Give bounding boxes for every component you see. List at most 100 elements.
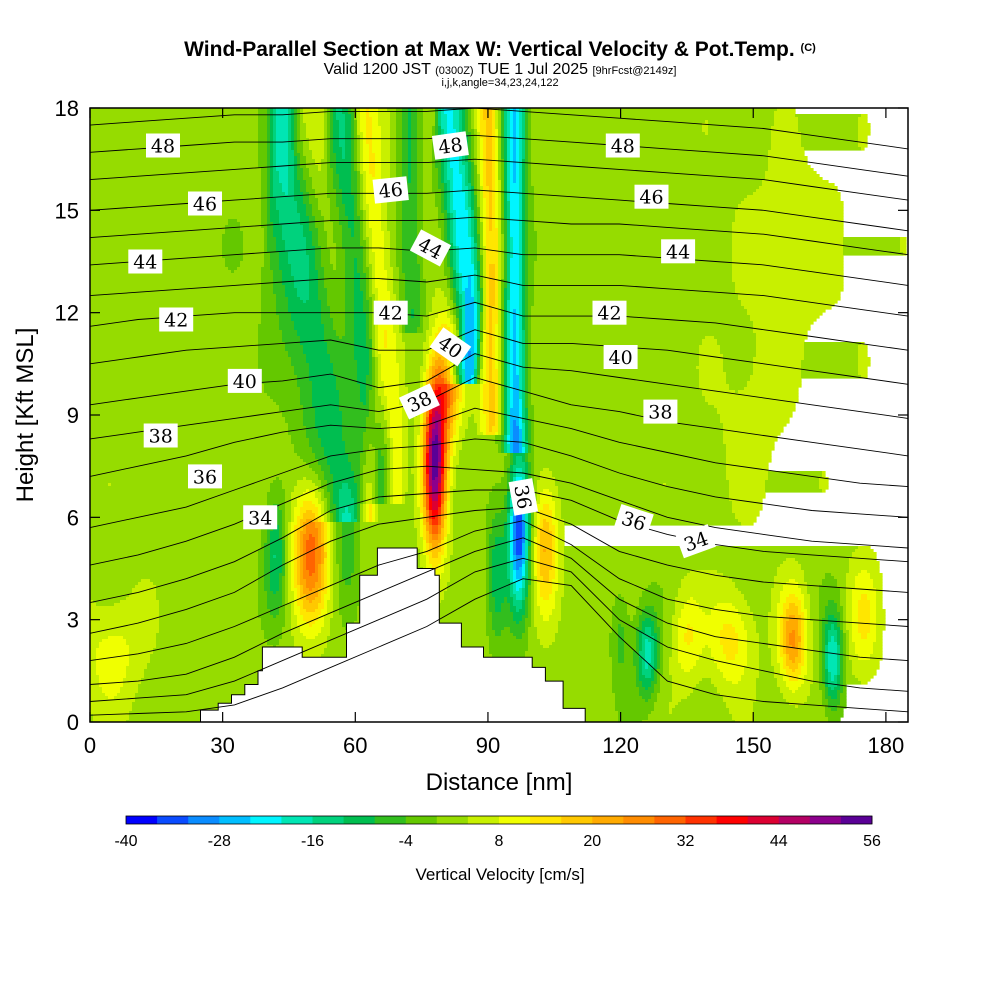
velocity-cell	[267, 120, 271, 124]
velocity-cell	[441, 231, 445, 235]
velocity-cell	[495, 294, 499, 298]
velocity-cell	[267, 222, 274, 226]
velocity-cell	[294, 369, 310, 373]
velocity-cell	[507, 234, 511, 238]
velocity-cell	[261, 279, 274, 283]
velocity-cell	[528, 306, 532, 310]
velocity-cell	[348, 111, 355, 115]
velocity-cell	[438, 387, 442, 391]
velocity-cell	[528, 183, 532, 187]
velocity-cell	[444, 363, 448, 367]
velocity-cell	[501, 243, 505, 247]
velocity-cell	[309, 228, 319, 232]
velocity-cell	[444, 228, 448, 232]
velocity-cell	[519, 252, 523, 256]
velocity-cell	[495, 153, 499, 157]
velocity-cell	[528, 126, 532, 130]
velocity-cell	[507, 192, 511, 196]
velocity-cell	[438, 114, 442, 118]
velocity-cell	[753, 357, 805, 361]
velocity-cell	[402, 231, 418, 235]
velocity-cell	[288, 354, 307, 358]
velocity-cell	[462, 273, 475, 277]
velocity-cell	[387, 333, 397, 337]
velocity-cell	[489, 303, 496, 307]
velocity-cell	[510, 168, 514, 172]
velocity-cell	[498, 372, 502, 376]
velocity-cell	[363, 300, 370, 304]
velocity-cell	[90, 120, 259, 124]
velocity-cell	[531, 174, 766, 178]
velocity-cell	[501, 255, 505, 259]
velocity-cell	[261, 300, 277, 304]
velocity-cell	[495, 195, 499, 199]
velocity-cell	[450, 306, 454, 310]
velocity-cell	[483, 249, 487, 253]
velocity-cell	[477, 240, 481, 244]
velocity-cell	[453, 294, 457, 298]
velocity-cell	[477, 357, 481, 361]
velocity-cell	[450, 198, 454, 202]
velocity-cell	[330, 315, 346, 319]
velocity-cell	[345, 333, 355, 337]
velocity-cell	[264, 231, 268, 235]
velocity-cell	[513, 126, 517, 130]
velocity-cell	[90, 303, 262, 307]
velocity-cell	[528, 312, 532, 316]
velocity-cell	[360, 237, 364, 241]
velocity-cell	[498, 339, 502, 343]
velocity-cell	[327, 177, 334, 181]
velocity-cell	[477, 186, 481, 190]
velocity-cell	[483, 150, 487, 154]
velocity-cell	[270, 189, 274, 193]
velocity-cell	[294, 156, 298, 160]
velocity-cell	[495, 213, 499, 217]
velocity-cell	[447, 279, 451, 283]
velocity-cell	[423, 186, 433, 190]
velocity-cell	[456, 255, 460, 259]
velocity-cell	[474, 288, 478, 292]
velocity-cell	[297, 174, 304, 178]
velocity-cell	[492, 216, 496, 220]
velocity-cell	[510, 285, 520, 289]
velocity-cell	[519, 225, 523, 229]
velocity-cell	[378, 333, 385, 337]
velocity-cell	[447, 192, 451, 196]
velocity-cell	[444, 183, 448, 187]
velocity-cell	[513, 321, 517, 325]
velocity-cell	[435, 165, 442, 169]
velocity-cell	[360, 168, 364, 172]
velocity-cell	[858, 138, 868, 142]
velocity-cell	[516, 144, 520, 148]
velocity-cell	[459, 303, 463, 307]
velocity-cell	[402, 126, 409, 130]
velocity-cell	[468, 186, 472, 190]
velocity-cell	[513, 156, 517, 160]
velocity-cell	[396, 120, 403, 124]
velocity-cell	[282, 282, 295, 286]
velocity-cell	[504, 192, 508, 196]
velocity-cell	[453, 183, 463, 187]
velocity-cell	[525, 309, 529, 313]
velocity-cell	[297, 141, 304, 145]
velocity-cell	[258, 327, 280, 331]
velocity-cell	[453, 255, 457, 259]
velocity-cell	[390, 168, 397, 172]
velocity-cell	[258, 336, 283, 340]
velocity-cell	[378, 336, 385, 340]
velocity-cell	[465, 297, 475, 301]
velocity-cell	[522, 270, 526, 274]
velocity-cell	[294, 177, 298, 181]
velocity-cell	[90, 354, 259, 358]
velocity-cell	[369, 168, 376, 172]
velocity-cell	[501, 363, 505, 367]
velocity-cell	[411, 177, 418, 181]
velocity-cell	[429, 369, 433, 373]
velocity-cell	[450, 213, 454, 217]
velocity-cell	[516, 354, 520, 358]
velocity-cell	[510, 147, 514, 151]
velocity-cell	[843, 252, 904, 256]
velocity-cell	[474, 309, 478, 313]
velocity-cell	[474, 150, 478, 154]
velocity-cell	[258, 150, 268, 154]
